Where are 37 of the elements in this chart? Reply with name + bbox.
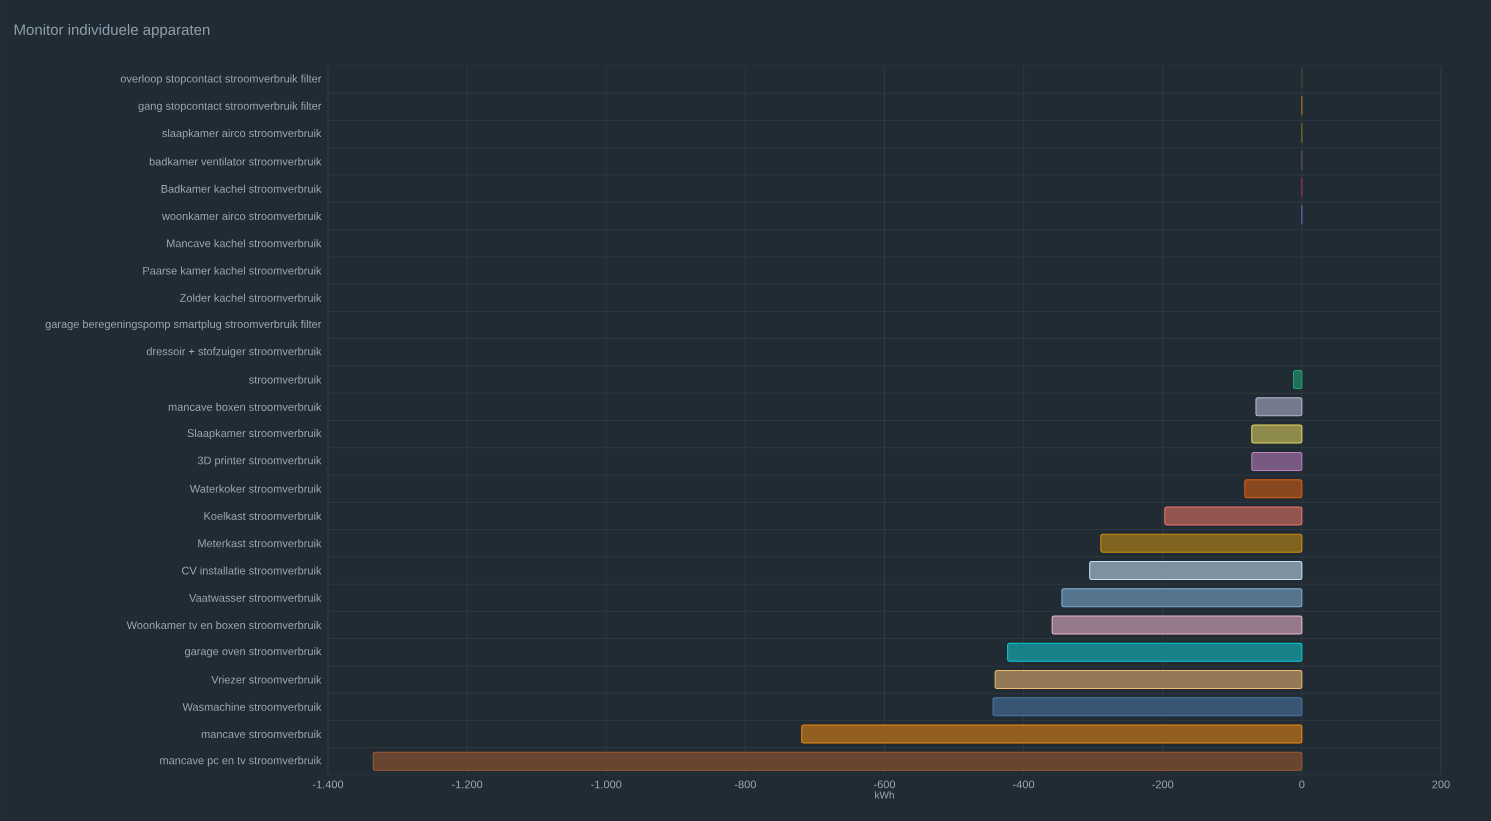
y-tick-label: Badkamer kachel stroomverbruik: [161, 184, 322, 193]
y-tick-label: Zolder kachel stroomverbruik: [179, 293, 322, 302]
y-tick-label: Slaapkamer stroomverbruik: [187, 429, 322, 440]
y-tick-label: Vaatwasser stroomverbruik: [189, 593, 322, 602]
x-tick-label: 200: [1432, 780, 1450, 789]
text: Monitor individuele apparaten: [14, 24, 210, 38]
y-tick-label: garage beregeningspomp smartplug stroomverbruik filter: [45, 319, 322, 331]
x-tick-label: -1.200: [452, 780, 483, 789]
x-tick-label: -1.400: [312, 780, 344, 789]
x-tick-label: -1.000: [591, 780, 622, 789]
y-tick-label: CV installatie stroomverbruik: [182, 566, 322, 575]
y-tick-label: gang stopcontact stroomverbruik filter: [138, 101, 322, 113]
y-tick-label: garage oven stroomverbruik: [184, 647, 322, 658]
x-tick-label: -800: [734, 780, 756, 789]
y-tick-label: mancave boxen stroomverbruik: [168, 402, 322, 411]
y-tick-label: Koelkast stroomverbruik: [204, 511, 322, 520]
x-tick-label: -200: [1152, 780, 1174, 789]
y-tick-label: woonkamer airco stroomverbruik: [161, 211, 322, 221]
y-tick-label: overloop stopcontact stroomverbruik filter: [120, 74, 322, 85]
x-tick-label: 0: [1299, 780, 1305, 789]
y-tick-label: mancave stroomverbruik: [201, 730, 322, 739]
y-tick-label: Waterkoker stroomverbruik: [189, 484, 322, 493]
y-tick-label: Paarse kamer kachel stroomverbruik: [143, 266, 322, 275]
y-tick-label: Woonkamer tv en boxen stroomverbruik: [126, 620, 322, 630]
y-tick-label: slaapkamer airco stroomverbruik: [162, 129, 322, 140]
x-axis-title: kWh: [875, 791, 894, 799]
y-tick-label: stroomverbruik: [249, 375, 322, 384]
y-tick-label: badkamer ventilator stroomverbruik: [149, 157, 322, 166]
x-tick-label: -600: [873, 780, 896, 789]
y-tick-label: Mancave kachel stroomverbruik: [167, 239, 322, 248]
y-tick-label: Wasmachine stroomverbruik: [182, 702, 322, 711]
x-tick-label: -400: [1013, 780, 1035, 789]
y-tick-label: dressoir + stofzuiger stroomverbruik: [146, 347, 322, 358]
y-tick-label: Vriezer stroomverbruik: [211, 675, 322, 684]
y-tick-label: Meterkast stroomverbruik: [198, 539, 322, 548]
y-tick-label: mancave pc en tv stroomverbruik: [160, 756, 322, 767]
y-tick-label: 3D printer stroomverbruik: [197, 456, 322, 467]
